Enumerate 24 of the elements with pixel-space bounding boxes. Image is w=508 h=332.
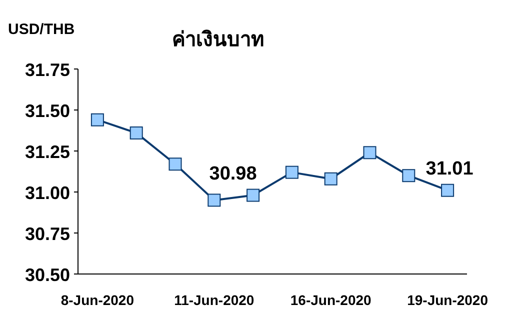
point <box>285 166 298 179</box>
y-tick-label: 31.75 <box>24 60 70 80</box>
data-label: 31.01 <box>426 158 474 180</box>
y-tick-label: 31.50 <box>24 101 70 121</box>
point <box>441 184 454 197</box>
point <box>168 158 182 171</box>
point <box>363 146 376 160</box>
point <box>90 113 104 126</box>
y-tick-label: 31.00 <box>24 183 70 203</box>
y-tick-label: 30.50 <box>24 265 70 285</box>
point <box>246 188 260 202</box>
x-tick-label: 11-Jun-2020 <box>174 292 254 308</box>
y-tick-label: 31.25 <box>24 142 70 162</box>
title: ค่าเงินบาท <box>172 29 264 51</box>
data-label: 30.98 <box>209 163 257 184</box>
point <box>402 169 416 182</box>
x-tick-label: 19-Jun-2020 <box>407 292 488 308</box>
point <box>324 172 338 186</box>
x-tick-label: 8-Jun-2020 <box>60 292 134 308</box>
point <box>208 194 221 207</box>
x-tick-label: 16-Jun-2020 <box>290 292 372 308</box>
point <box>130 126 143 140</box>
y-tick-label: 30.75 <box>24 224 70 244</box>
ylabel: USD/THB <box>8 21 75 38</box>
